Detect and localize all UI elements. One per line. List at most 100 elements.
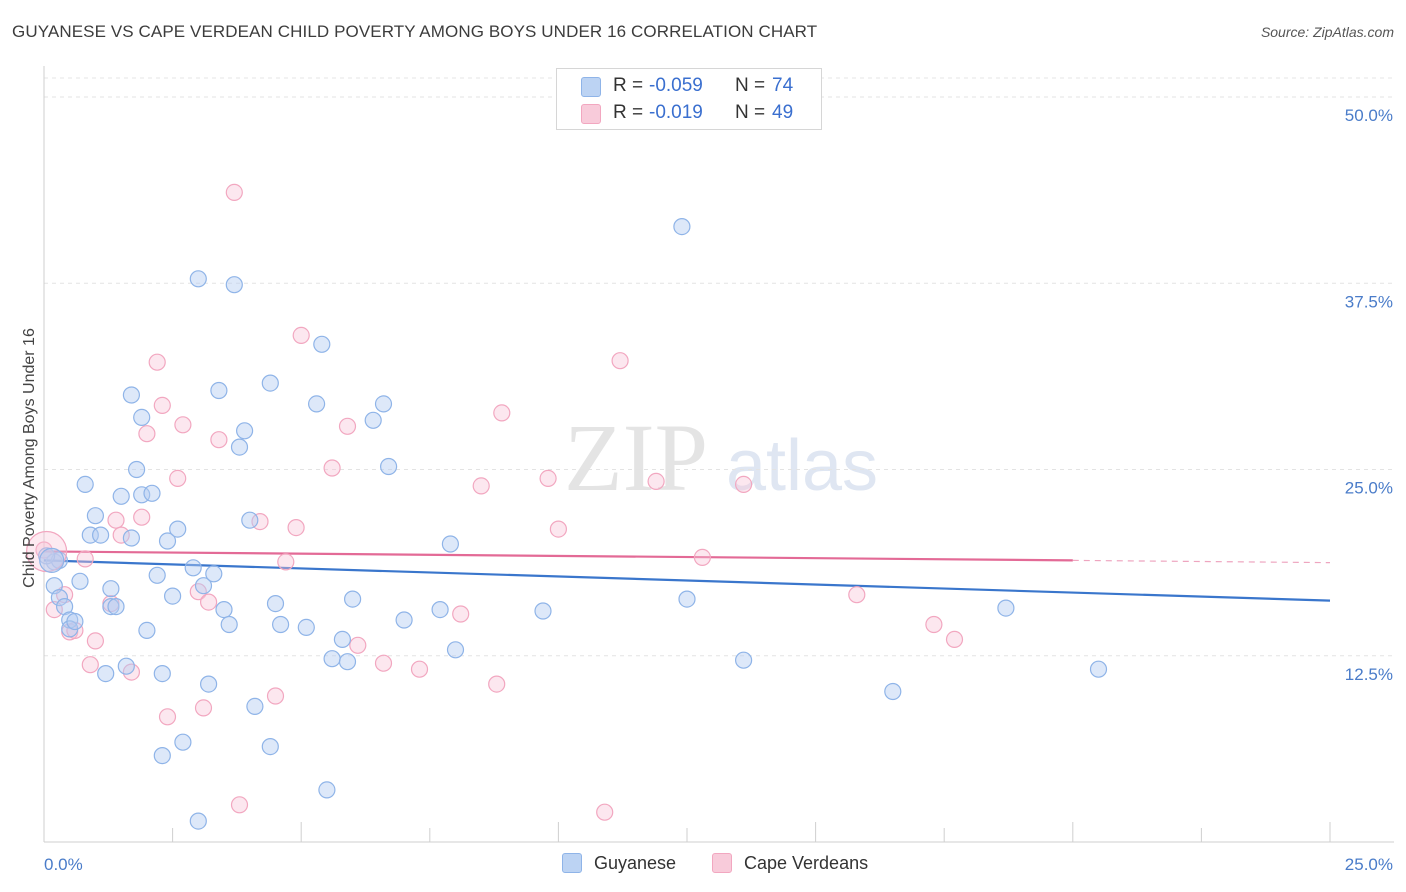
guyanese-point <box>164 587 182 605</box>
cape-verdeans-point <box>596 803 614 821</box>
guyanese-point <box>297 618 315 637</box>
guyanese-point <box>148 566 166 584</box>
x-tick-label: 25.0% <box>1345 855 1393 874</box>
legend-r-label: R = <box>613 75 644 96</box>
cape-verdeans-point <box>338 417 357 435</box>
guyanese-point <box>323 650 341 668</box>
x-tick-label: 0.0% <box>44 855 83 874</box>
guyanese-point <box>153 664 171 683</box>
y-axis-label: Child Poverty Among Boys Under 16 <box>21 328 38 588</box>
guyanese-point <box>230 438 249 456</box>
cape-verdeans-point <box>76 550 94 568</box>
guyanese-point <box>184 559 202 577</box>
cape-verdeans-point <box>230 796 249 814</box>
guyanese-point <box>261 737 279 756</box>
guyanese-point <box>102 597 120 616</box>
legend-row-cape-verdeans: R = -0.019 N = 49 <box>557 100 821 128</box>
cape-verdeans-point <box>549 520 568 538</box>
guyanese-point <box>112 487 130 505</box>
cape-verdeans-point <box>200 593 218 611</box>
y-tick-label: 37.5% <box>1345 292 1393 311</box>
y-tick-label: 50.0% <box>1345 106 1393 125</box>
y-tick-label: 12.5% <box>1345 665 1393 684</box>
legend-swatch-cape-verdeans <box>581 104 601 124</box>
tick-labels: 12.5% 25.0% 37.5% 50.0% 0.0% 25.0% <box>44 106 1393 874</box>
guyanese-point <box>97 664 115 683</box>
guyanese-point <box>102 580 120 598</box>
cape-verdeans-point <box>349 636 367 654</box>
guyanese-point <box>200 675 218 693</box>
cape-verdeans-point <box>287 518 305 537</box>
cape-verdeans-point <box>734 475 753 493</box>
guyanese-point <box>246 697 264 716</box>
watermark-zip: ZIP <box>564 404 708 511</box>
cape-verdeans-point <box>848 586 866 604</box>
guyanese-point <box>220 615 238 634</box>
cape-verdeans-point <box>472 477 490 495</box>
guyanese-point <box>189 270 207 288</box>
legend-swatch-guyanese <box>581 77 601 97</box>
legend-n-value: 74 <box>772 75 794 96</box>
bottom-legend-swatch-cape-verdeans <box>712 853 732 873</box>
cape-verdeans-point <box>539 469 557 487</box>
guyanese-point <box>308 395 326 413</box>
guyanese-point <box>678 590 696 608</box>
bottom-legend-label: Cape Verdeans <box>744 853 869 873</box>
cape-verdeans-point <box>945 630 964 649</box>
guyanese-point <box>153 746 171 765</box>
y-tick-label: 25.0% <box>1345 479 1393 498</box>
guyanese-point <box>344 590 362 608</box>
guyanese-point <box>734 651 753 669</box>
guyanese-point <box>266 594 285 613</box>
cape-verdeans-point <box>410 660 429 678</box>
guyanese-point <box>122 386 140 404</box>
cape-verdeans-point <box>488 675 506 693</box>
guyanese-point <box>215 600 233 619</box>
guyanese-point <box>76 475 94 493</box>
guyanese-point <box>107 597 125 616</box>
guyanese-point <box>241 511 259 529</box>
guyanese-point <box>431 600 449 619</box>
points-layer <box>25 183 1108 830</box>
guyanese-point <box>884 682 902 701</box>
cape-verdeans-point <box>925 615 943 634</box>
cape-verdeans-point <box>611 352 629 370</box>
legend-r-label: R = <box>613 102 644 123</box>
guyanese-point <box>138 621 156 640</box>
cape-verdeans-point <box>693 548 712 567</box>
guyanese-point <box>338 653 357 671</box>
guyanese-point <box>395 611 413 629</box>
legend-n-label: N = <box>735 102 766 123</box>
cape-verdeans-point <box>210 431 228 449</box>
guyanese-point <box>210 381 228 400</box>
guyanese-cluster-point <box>39 547 65 574</box>
guyanese-point <box>71 572 89 590</box>
cape-verdeans-point <box>148 353 166 371</box>
guyanese-point <box>446 641 465 659</box>
cape-verdeans-point <box>452 605 470 623</box>
source-label: Source: ZipAtlas.com <box>1260 24 1394 40</box>
guyanese-point <box>318 781 336 799</box>
guyanese-point <box>673 218 691 236</box>
cape-verdeans-point <box>194 699 213 717</box>
guyanese-point <box>158 532 177 550</box>
guyanese-trend-line <box>43 559 1331 602</box>
trend-lines <box>43 550 1331 602</box>
watermark: ZIP atlas <box>564 404 878 511</box>
cape-verdeans-point <box>647 472 665 490</box>
guyanese-point <box>380 457 398 476</box>
cape-verdeans-point <box>133 508 151 526</box>
cape-verdeans-point <box>112 526 130 544</box>
guyanese-point <box>189 812 207 830</box>
cape-verdeans-trend-extension <box>1072 559 1331 564</box>
cape-verdeans-point <box>138 425 156 443</box>
correlation-legend: R = -0.059 N = 74 R = -0.019 N = 49 <box>556 68 822 130</box>
guyanese-point <box>205 565 223 583</box>
cape-verdeans-point <box>277 553 295 571</box>
guyanese-point <box>1089 660 1108 678</box>
legend-row-guyanese: R = -0.059 N = 74 <box>557 73 821 101</box>
guyanese-point <box>333 630 351 649</box>
guyanese-point <box>261 374 279 392</box>
guyanese-point <box>374 395 393 413</box>
legend-n-label: N = <box>735 75 766 96</box>
